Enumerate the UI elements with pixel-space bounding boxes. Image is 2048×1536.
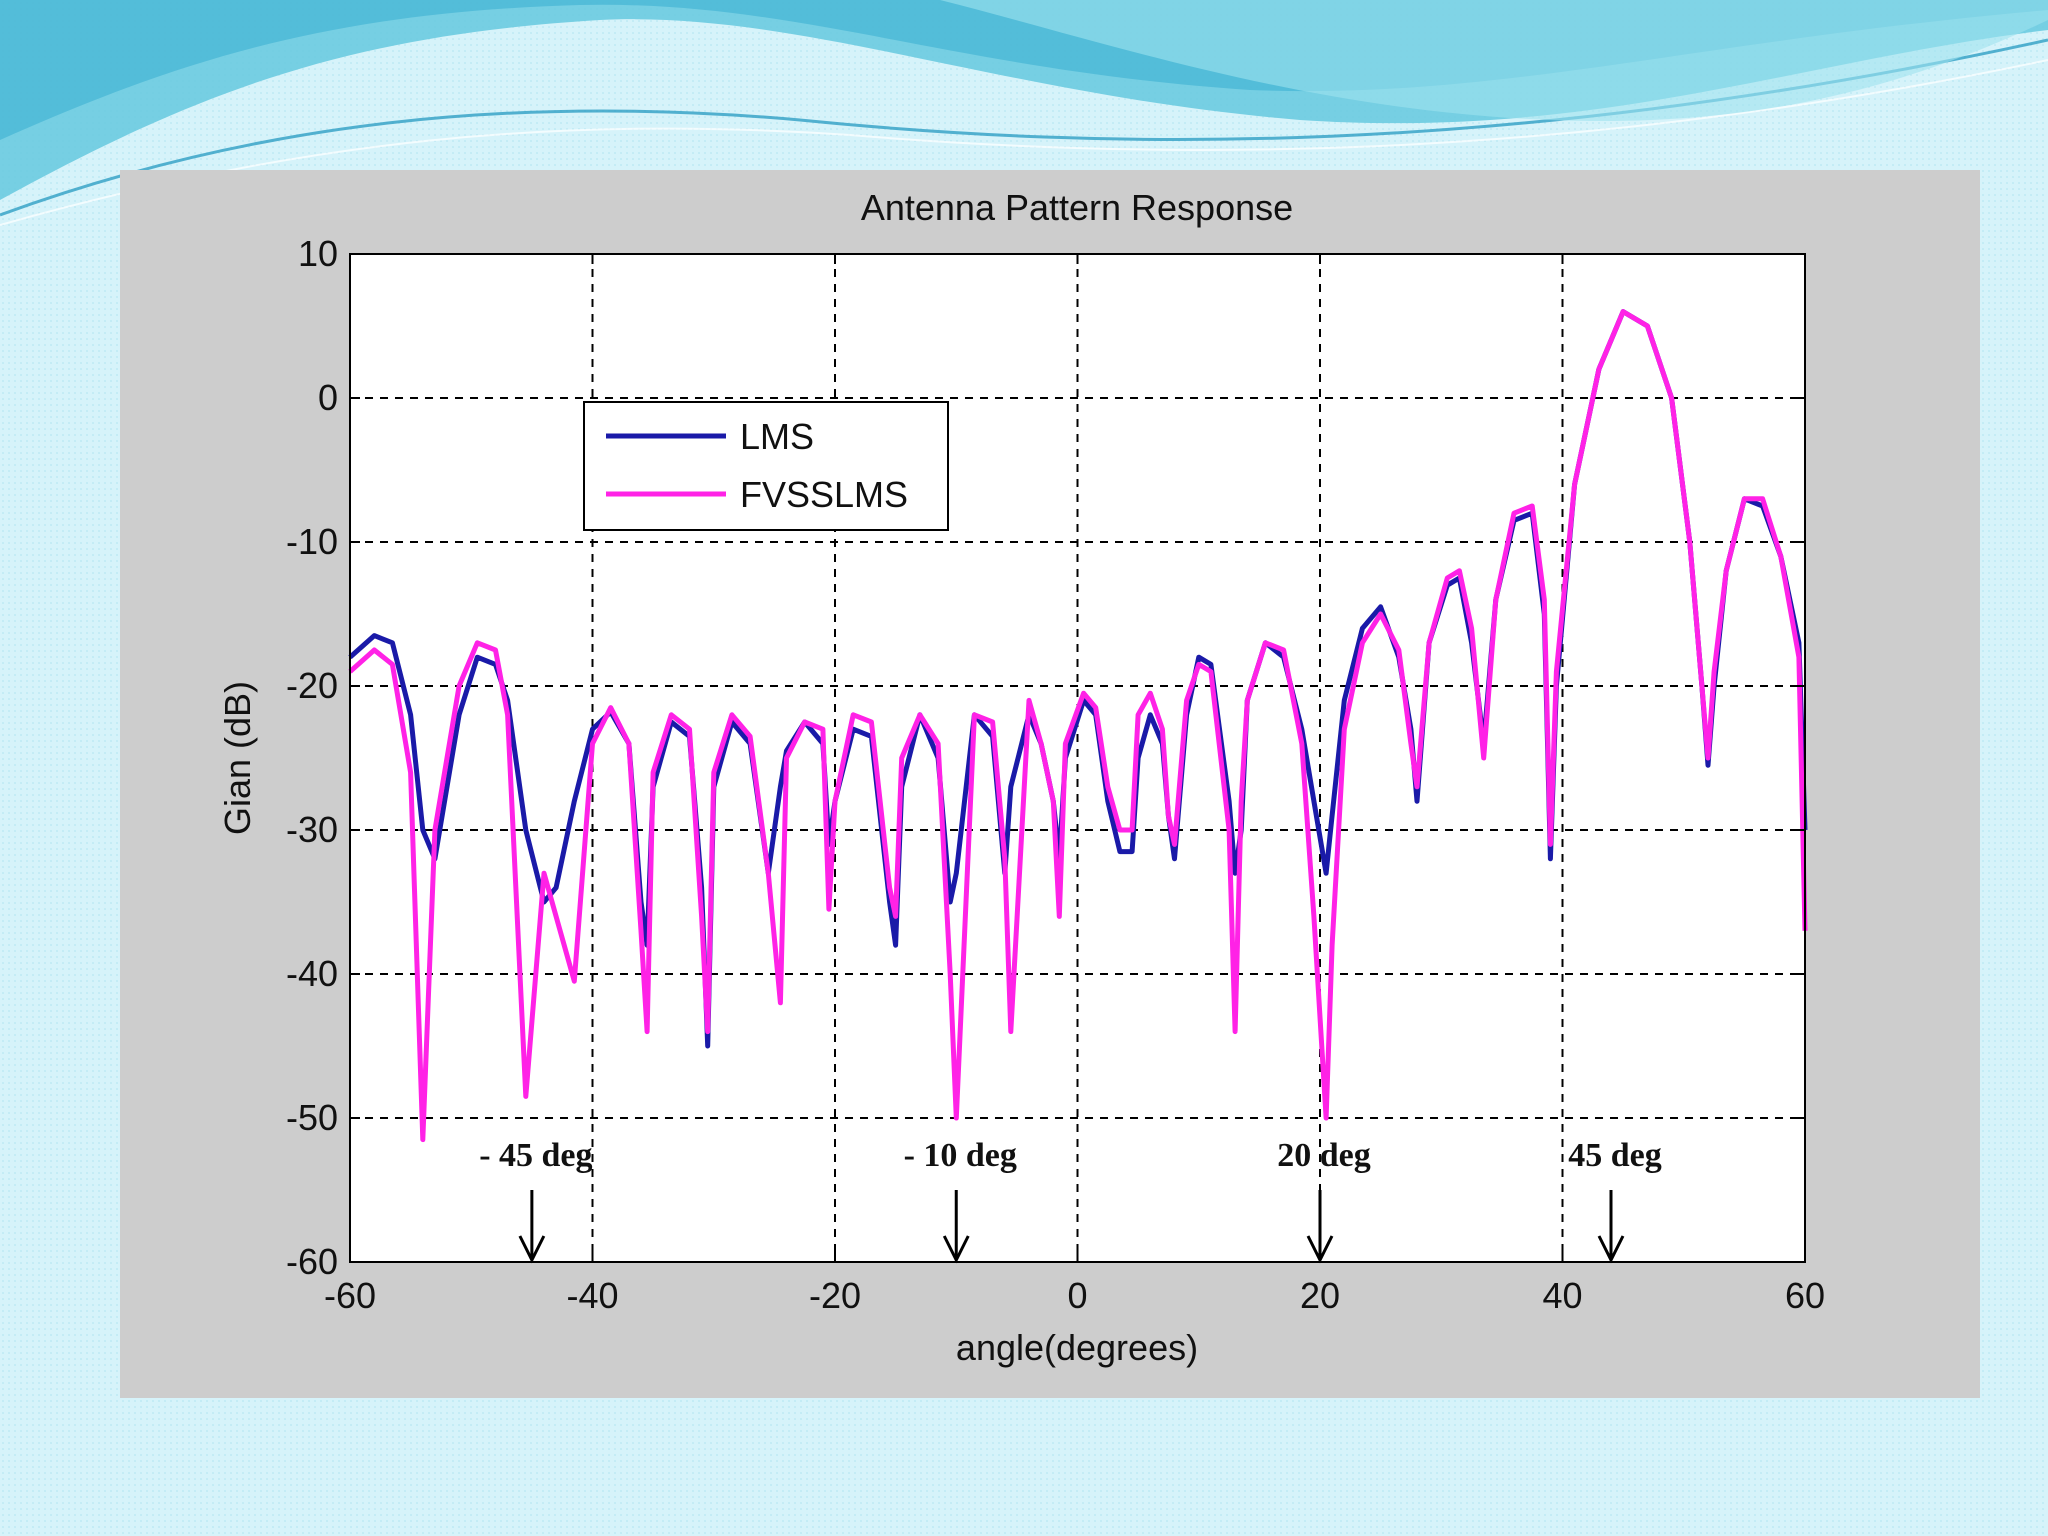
annotation-arrow: - 45 deg [479, 1137, 593, 1264]
legend: LMS FVSSLMS [583, 401, 949, 531]
annotation-arrow-head [518, 1235, 546, 1264]
x-tick-label: 0 [1067, 1275, 1087, 1316]
antenna-pattern-chart: -60 -40 -20 0 20 40 60 10 0 -10 -20 -30 -40 -50 -60 An… [217, 187, 1825, 1368]
annotation-label: - 10 deg [904, 1137, 1017, 1174]
figure-panel: -60 -40 -20 0 20 40 60 10 0 -10 -20 -30 -40 -50 -60 An… [120, 170, 1980, 1398]
angle-annotations: - 45 deg - 10 deg 20 deg 45 deg [479, 1137, 1662, 1264]
y-tick-label: -50 [286, 1097, 338, 1138]
y-tick-label: -60 [286, 1241, 338, 1282]
series-lines [348, 309, 1808, 1143]
y-tick-label: -40 [286, 953, 338, 994]
y-tick-label: -20 [286, 665, 338, 706]
annotation-arrow-head [1597, 1235, 1625, 1264]
x-tick-label: -20 [809, 1275, 861, 1316]
annotation-arrow: - 10 deg [904, 1137, 1017, 1264]
annotation-label: - 45 deg [479, 1137, 592, 1174]
x-tick-label: 20 [1300, 1275, 1340, 1316]
series-line-fvsslms [348, 309, 1808, 1143]
legend-label-lms: LMS [740, 416, 814, 457]
legend-label-fvsslms: FVSSLMS [740, 474, 908, 515]
annotation-arrow-head [942, 1235, 970, 1264]
axis-ticks: -60 -40 -20 0 20 40 60 10 0 -10 -20 -30 -40 -50 -60 [286, 233, 1825, 1316]
chart-title: Antenna Pattern Response [861, 187, 1293, 228]
y-tick-label: 0 [318, 377, 338, 418]
x-tick-label: 40 [1542, 1275, 1582, 1316]
x-tick-label: -40 [566, 1275, 618, 1316]
y-tick-label: -10 [286, 521, 338, 562]
annotation-label: 20 deg [1277, 1137, 1371, 1174]
header-wave-decoration [0, 0, 2048, 226]
x-axis-label: angle(degrees) [956, 1327, 1198, 1368]
y-tick-label: 10 [298, 233, 338, 274]
annotation-arrow: 20 deg [1277, 1137, 1371, 1264]
y-axis-label: Gian (dB) [217, 681, 258, 835]
legend-box [583, 401, 949, 531]
annotation-label: 45 deg [1568, 1137, 1662, 1174]
annotation-arrow: 45 deg [1568, 1137, 1662, 1264]
x-tick-label: 60 [1785, 1275, 1825, 1316]
x-tick-label: -60 [324, 1275, 376, 1316]
annotation-arrow-head [1306, 1235, 1334, 1264]
y-tick-label: -30 [286, 809, 338, 850]
